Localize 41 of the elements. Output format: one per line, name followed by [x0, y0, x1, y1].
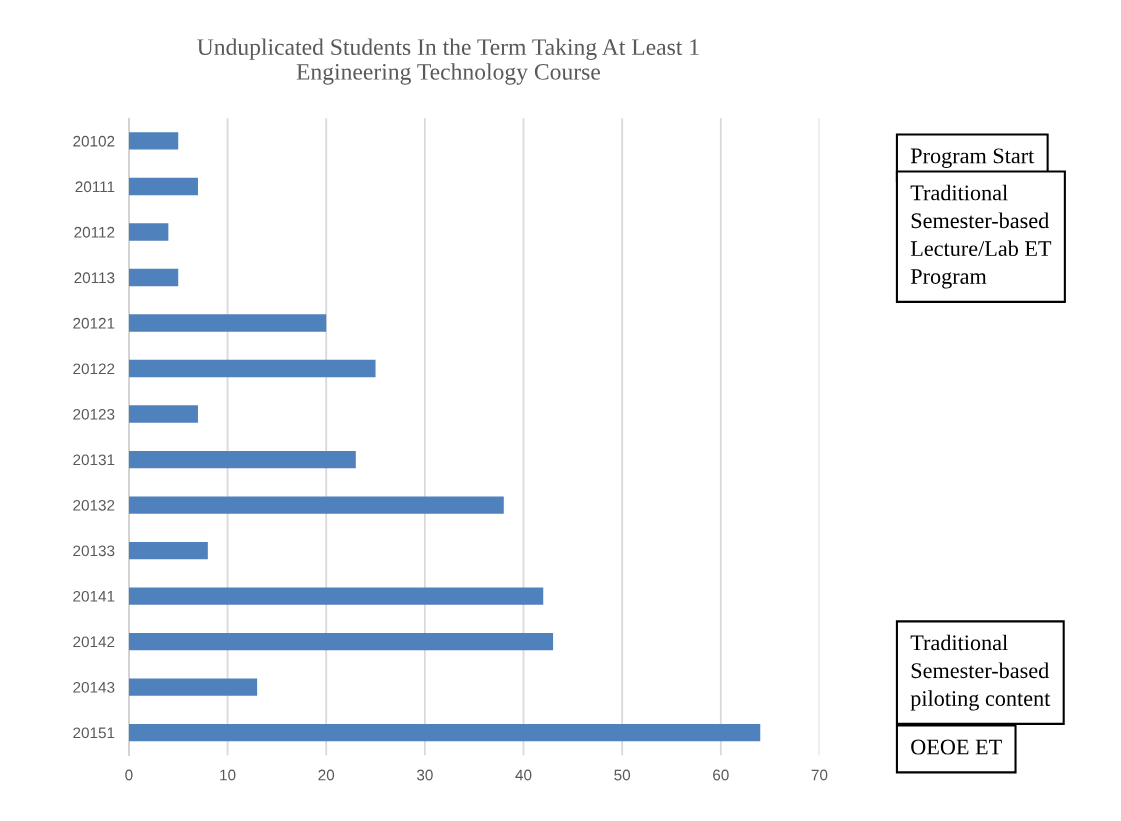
y-tick-label: 20132 [73, 499, 115, 511]
x-tick-label: 60 [713, 769, 729, 781]
bar [128, 587, 544, 605]
bar [128, 359, 376, 378]
chart-title: Unduplicated Students In the Term Taking At Least 1 Engineering Technology Course [197, 38, 699, 85]
x-tick-label: 30 [416, 769, 433, 781]
bar [128, 496, 504, 514]
x-tick-label: 10 [220, 769, 236, 781]
text: Traditional Semester-based piloting content [910, 634, 1051, 711]
x-tick-label: 0 [125, 769, 133, 781]
bar [128, 541, 208, 560]
bar [128, 132, 179, 150]
y-tick-label: 20123 [73, 408, 115, 420]
bar [128, 223, 169, 241]
y-tick-label: 20133 [73, 545, 115, 557]
bar [128, 405, 198, 423]
text: OEOE ET [911, 739, 1002, 755]
bar [128, 268, 179, 287]
x-tick-label: 20 [318, 769, 335, 781]
y-tick-label: 20112 [74, 226, 115, 238]
y-tick-label: 20113 [74, 272, 115, 284]
bar [128, 450, 356, 469]
text: Program Start [910, 148, 1035, 168]
y-tick-label: 20143 [73, 681, 115, 693]
y-tick-label: 20122 [73, 363, 115, 375]
text: Traditional Semester-based Lecture/Lab ET Program [910, 184, 1052, 289]
y-tick-label: 20102 [73, 135, 115, 147]
bar [128, 632, 554, 651]
y-tick-label: 20141 [73, 590, 115, 602]
bar [128, 678, 258, 696]
y-tick-label: 20131 [73, 454, 115, 466]
bar [128, 177, 198, 196]
x-tick-label: 70 [811, 769, 828, 781]
x-tick-label: 50 [614, 769, 631, 781]
y-tick-label: 20151 [73, 727, 115, 739]
x-tick-label: 40 [515, 769, 532, 781]
bar [128, 314, 327, 332]
bar [128, 723, 761, 742]
y-tick-label: 20142 [73, 636, 115, 648]
y-tick-label: 20121 [73, 317, 115, 329]
y-tick-label: 20111 [75, 181, 115, 193]
